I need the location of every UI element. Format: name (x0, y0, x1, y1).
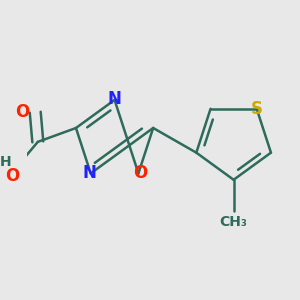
Text: N: N (82, 164, 96, 182)
Text: N: N (108, 90, 122, 108)
Text: H: H (0, 154, 11, 169)
Text: O: O (133, 164, 147, 182)
Text: O: O (16, 103, 30, 121)
Text: CH₃: CH₃ (220, 215, 248, 229)
Text: S: S (251, 100, 263, 118)
Text: O: O (5, 167, 19, 185)
